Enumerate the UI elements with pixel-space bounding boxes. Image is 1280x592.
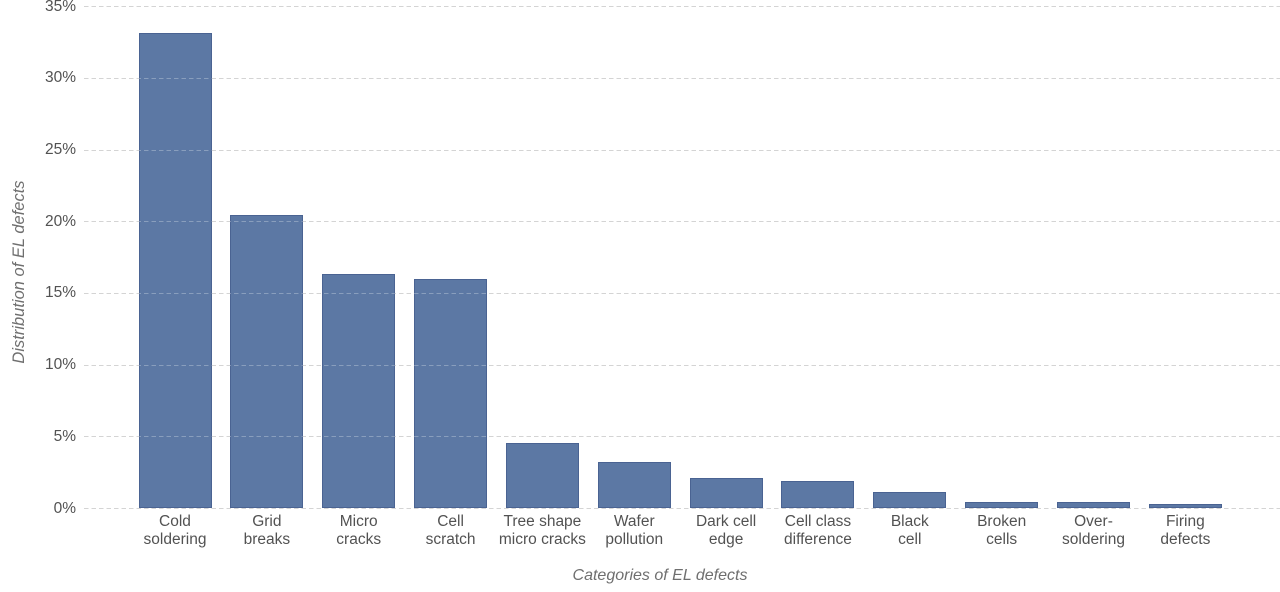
x-tick-label-black-cell: Black cell — [890, 513, 929, 548]
y-tick-label-20: 20% — [44, 212, 76, 230]
y-tick-label-5: 5% — [53, 427, 76, 445]
y-tick-label-30: 30% — [44, 69, 76, 87]
gridline-overlay-20 — [84, 221, 1280, 223]
gridline-overlay-0 — [84, 508, 1280, 509]
gridline-15 — [84, 292, 1280, 294]
gridline-overlay-35 — [84, 6, 1280, 8]
bar-over-soldering — [1057, 502, 1130, 508]
x-axis-title: Categories of EL defects — [572, 567, 748, 584]
gridline-overlay-5 — [84, 436, 1280, 438]
bar-tree-shape-micro-cracks — [505, 443, 579, 508]
gridline-25 — [84, 149, 1280, 151]
bar-broken-cells — [965, 501, 1039, 508]
gridline-5 — [84, 436, 1280, 438]
bar-micro-cracks — [322, 274, 396, 508]
gridline-30 — [84, 77, 1280, 79]
gridline-overlay-15 — [84, 292, 1280, 294]
x-tick-label-over-soldering: Over- soldering — [1062, 513, 1125, 548]
x-tick-label-cold-soldering: Cold soldering — [143, 513, 207, 548]
x-tick-label-broken-cells: Broken cells — [977, 513, 1027, 548]
x-tick-label-dark-cell-edge: Dark cell edge — [695, 513, 757, 548]
gridline-35 — [84, 6, 1280, 8]
y-axis-title: Distribution of EL defects — [10, 180, 28, 364]
y-tick-label-0: 0% — [53, 499, 76, 517]
gridline-20 — [84, 221, 1280, 223]
bar-black-cell — [873, 492, 947, 508]
gridline-overlay-10 — [84, 364, 1280, 366]
bar-cold-soldering — [138, 33, 212, 508]
x-tick-label-cell-class-difference: Cell class difference — [784, 513, 852, 548]
gridline-10 — [84, 364, 1280, 366]
x-tick-label-firing-defects: Firing defects — [1160, 513, 1211, 548]
x-tick-label-grid-breaks: Grid breaks — [243, 513, 291, 548]
gridline-overlay-25 — [84, 149, 1280, 151]
bar-cell-class-difference — [781, 480, 855, 508]
bar-dark-cell-edge — [689, 477, 763, 508]
bar-wafer-pollution — [597, 462, 671, 508]
x-tick-label-cell-scratch: Cell scratch — [425, 513, 476, 548]
y-tick-label-15: 15% — [44, 284, 76, 302]
gridline-0 — [84, 508, 1280, 509]
bar-firing-defects — [1148, 503, 1222, 508]
bar-cell-scratch — [414, 278, 488, 508]
y-tick-label-25: 25% — [44, 141, 76, 158]
bar-grid-breaks — [230, 215, 304, 508]
y-tick-label-10: 10% — [44, 356, 76, 374]
x-tick-label-micro-cracks: Micro cracks — [336, 513, 382, 548]
y-tick-label-35: 35% — [44, 0, 76, 15]
x-tick-label-wafer-pollution: Wafer pollution — [605, 513, 664, 548]
x-tick-label-tree-shape-micro-cracks: Tree shape micro cracks — [498, 513, 586, 548]
gridline-overlay-30 — [84, 77, 1280, 79]
